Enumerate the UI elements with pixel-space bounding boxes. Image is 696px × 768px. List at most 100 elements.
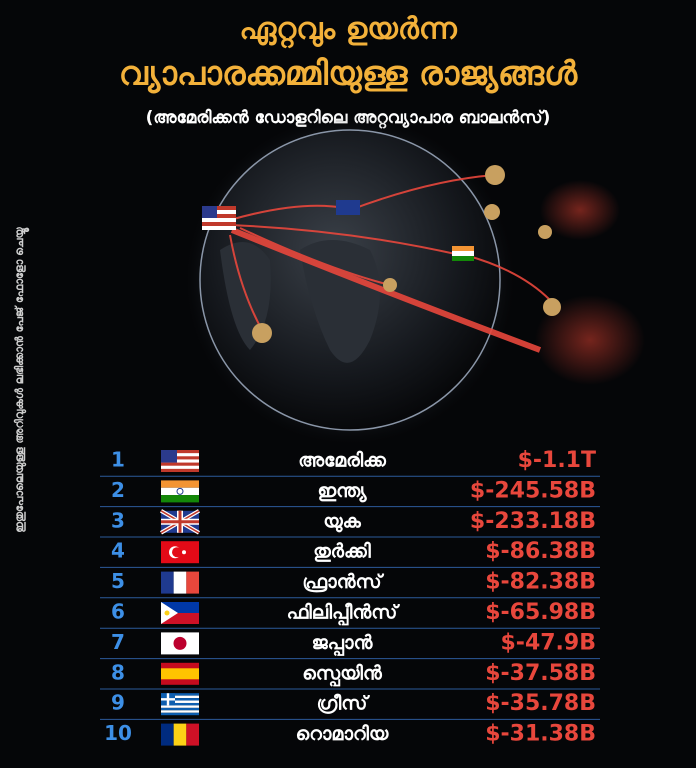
- smoke: [540, 180, 620, 240]
- flag-part: [161, 510, 199, 533]
- flag-part: [161, 700, 199, 703]
- flag-part: [161, 710, 199, 713]
- table-row: 8 സ്പെയിൻ $-37.58B: [100, 660, 600, 690]
- continent: [300, 240, 380, 363]
- country-name: ജപ്പാൻ: [312, 632, 374, 657]
- table-row: 9 ഗ്രീസ് $-35.78B: [100, 691, 600, 720]
- side-note: ഇതുപോലെയുള്ള അറിവുകൾ ലഭിക്കാൻ പേജ് ഫോളോ …: [13, 226, 29, 532]
- trade-balance: $-35.78B: [485, 691, 596, 716]
- flag-part: [452, 246, 474, 251]
- trade-balance: $-37.58B: [485, 661, 596, 686]
- flag-part: [452, 256, 474, 261]
- table-row: 5 ഫ്രാൻസ് $-82.38B: [100, 569, 600, 599]
- country-name: യുക: [323, 510, 361, 533]
- trade-balance: $-1.1T: [518, 448, 596, 473]
- country-name: തുർക്കി: [313, 541, 371, 563]
- flag-part: [161, 702, 199, 706]
- trade-balance: $-47.9B: [501, 630, 597, 655]
- flag-part: [452, 251, 474, 256]
- flag: [161, 450, 199, 472]
- mini-flag-uk: [336, 200, 360, 215]
- flag-part: [161, 468, 199, 472]
- flag-part: [164, 610, 170, 616]
- flag-part: [161, 707, 199, 711]
- table-row: 10 റൊമാറിയ $-31.38B: [104, 721, 596, 747]
- trade-balance: $-82.38B: [485, 570, 596, 595]
- flag-part: [176, 487, 184, 495]
- flag: [161, 723, 199, 746]
- flag-part: [182, 550, 186, 555]
- flag-part: [161, 571, 174, 594]
- money-bags: [252, 165, 561, 343]
- trade-balance: $-245.58B: [470, 478, 596, 503]
- flag: [161, 602, 199, 624]
- country-name: അമേരിക്ക: [298, 450, 387, 472]
- money-bag: [543, 298, 561, 316]
- arrow: [229, 204, 346, 221]
- arrow: [229, 224, 461, 256]
- arrow: [464, 254, 551, 301]
- country-name: ഗ്രീസ്: [317, 693, 371, 715]
- flag-part: [161, 487, 199, 496]
- flag-part: [161, 693, 175, 706]
- mini-flag-usa: [202, 206, 236, 230]
- flag-part: [161, 495, 199, 503]
- money-bag: [252, 323, 272, 343]
- money-bag: [485, 165, 505, 185]
- flag-part: [161, 693, 199, 696]
- coin: [538, 225, 552, 239]
- flag-part: [161, 698, 199, 701]
- flag-part: [186, 723, 199, 746]
- flag-part: [172, 547, 182, 558]
- table-row: 4 തുർക്കി $-86.38B: [100, 539, 600, 568]
- table-row: 3 യുക $-233.18B: [100, 508, 600, 538]
- flag-part: [202, 206, 217, 218]
- trade-balance: $-31.38B: [485, 722, 596, 747]
- rank: 8: [111, 660, 125, 684]
- arrow: [239, 227, 391, 286]
- flag-part: [161, 613, 199, 624]
- rank: 2: [111, 478, 125, 502]
- flag-part: [173, 571, 187, 594]
- flag: [161, 541, 199, 564]
- arrow: [230, 227, 542, 353]
- flag-part: [161, 450, 177, 463]
- rank: 9: [111, 691, 125, 715]
- flag-part: [173, 723, 187, 746]
- flag-part: [161, 712, 199, 716]
- flag-part: [161, 480, 199, 488]
- rank: 3: [111, 508, 125, 532]
- rank: 5: [111, 569, 125, 593]
- table-row: 1 അമേരിക്ക $-1.1T: [100, 448, 600, 477]
- smoke: [535, 295, 645, 385]
- mini-flag-india: [452, 246, 474, 261]
- country-name: ഫിലിപ്പീൻസ്: [287, 602, 401, 627]
- flag: [161, 662, 199, 685]
- country-name: സ്പെയിൻ: [302, 662, 383, 687]
- flag-part: [161, 705, 199, 708]
- trade-balance: $-65.98B: [485, 600, 596, 625]
- title-line2: വ്യാപാരക്കമ്മിയുള്ള രാജ്യങ്ങൾ: [119, 54, 578, 95]
- flag-part: [202, 206, 236, 210]
- rank: 7: [111, 630, 125, 654]
- flag: [159, 509, 201, 535]
- flag: [161, 632, 199, 655]
- table-row: 6 ഫിലിപ്പീൻസ് $-65.98B: [100, 600, 600, 629]
- rank: 6: [111, 600, 125, 624]
- coin: [383, 278, 397, 292]
- flag-part: [161, 456, 199, 460]
- flag-part: [173, 636, 187, 650]
- flag-part: [161, 462, 199, 466]
- table-row: 7 ജപ്പാൻ $-47.9B: [100, 630, 600, 660]
- trade-arrows: [229, 174, 551, 353]
- title-line1: ഏറ്റവും ഉയർന്ന: [239, 12, 458, 49]
- country-name: ഫ്രാൻസ്: [302, 571, 385, 593]
- rank: 4: [111, 539, 125, 563]
- flag-part: [186, 571, 199, 594]
- arrow: [229, 234, 263, 331]
- flag-part: [161, 668, 199, 680]
- flag-part: [161, 450, 199, 454]
- rank: 1: [111, 448, 125, 472]
